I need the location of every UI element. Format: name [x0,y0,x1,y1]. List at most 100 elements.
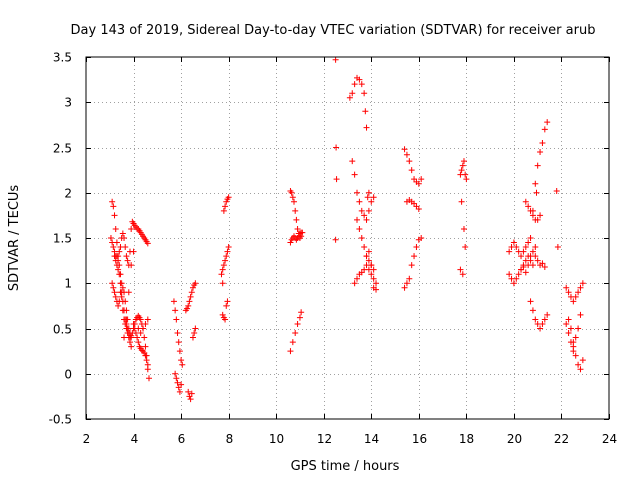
data-point [572,352,579,359]
data-point [349,158,356,165]
data-point [115,257,122,264]
data-point [373,286,380,293]
data-point [188,390,195,397]
x-tick-label: 8 [226,432,234,446]
data-point [223,253,230,260]
data-point [178,381,185,388]
data-point [527,257,534,264]
data-point [415,180,422,187]
data-point [123,307,130,314]
data-point [296,314,303,321]
data-point [565,330,572,337]
data-point [109,198,116,205]
data-point [570,298,577,305]
x-tick-label: 4 [131,432,139,446]
data-point [460,158,467,165]
data-point [107,235,114,241]
data-point [361,212,368,219]
data-point [187,396,194,403]
data-point [541,316,548,323]
data-point [462,171,469,178]
data-point [522,269,529,276]
data-point [458,167,465,174]
data-point [222,316,229,323]
data-point [124,257,131,264]
data-point [418,176,425,183]
data-point [541,263,548,270]
data-point [368,271,375,278]
data-point [403,280,410,287]
data-point [112,225,119,232]
data-point [298,229,305,236]
data-point [121,235,128,241]
data-point [111,289,118,296]
data-point [356,225,363,232]
data-point [520,248,527,255]
data-point [544,119,551,126]
data-point [534,216,541,223]
data-point [118,280,125,287]
data-point [525,203,532,210]
data-point [223,302,230,309]
data-point [144,316,151,323]
data-point [176,348,183,355]
data-point [142,320,149,327]
data-point [527,207,534,214]
data-point [411,253,418,260]
data-point [132,330,139,337]
data-point [513,244,520,251]
data-point [529,262,536,269]
data-point [457,266,464,273]
data-point [401,284,408,291]
data-point [572,293,579,300]
data-point [135,339,142,346]
data-point [356,76,363,83]
data-point [289,194,296,201]
data-point [522,198,529,205]
x-tick-label: 12 [317,432,332,446]
data-point [125,289,132,296]
x-tick-label: 16 [412,432,427,446]
data-point [134,334,141,341]
data-point [176,388,183,395]
data-point [173,316,180,323]
data-point [363,216,370,223]
data-point [184,305,191,312]
data-point [577,366,584,373]
data-point [220,262,227,269]
data-point [515,271,522,278]
data-point [373,280,380,287]
data-point [126,330,133,337]
y-tick-label: 1 [64,277,72,291]
data-point [220,207,227,214]
data-point [174,330,181,337]
y-axis-label: SDTVAR / TECUs [7,185,22,292]
data-point [572,334,579,341]
data-point [522,244,529,251]
data-point [370,194,377,201]
data-point [533,189,540,196]
data-point [175,339,182,346]
data-point [506,248,513,255]
data-point [224,298,231,305]
x-tick-label: 10 [269,432,284,446]
data-point [567,325,574,332]
data-point [365,207,372,214]
data-point [408,262,415,269]
data-point [289,339,296,346]
data-point [459,162,466,169]
x-axis-label: GPS time / hours [291,459,400,474]
data-point [406,275,413,282]
data-point [460,225,467,232]
x-tick-label: 6 [178,432,186,446]
data-point [128,334,135,341]
data-point [122,244,129,251]
data-point [346,94,353,101]
data-point [577,284,584,291]
data-point [145,375,152,382]
data-point [292,207,299,214]
data-point [122,298,129,305]
data-point [222,257,229,264]
data-point [298,309,305,316]
data-point [368,198,375,205]
